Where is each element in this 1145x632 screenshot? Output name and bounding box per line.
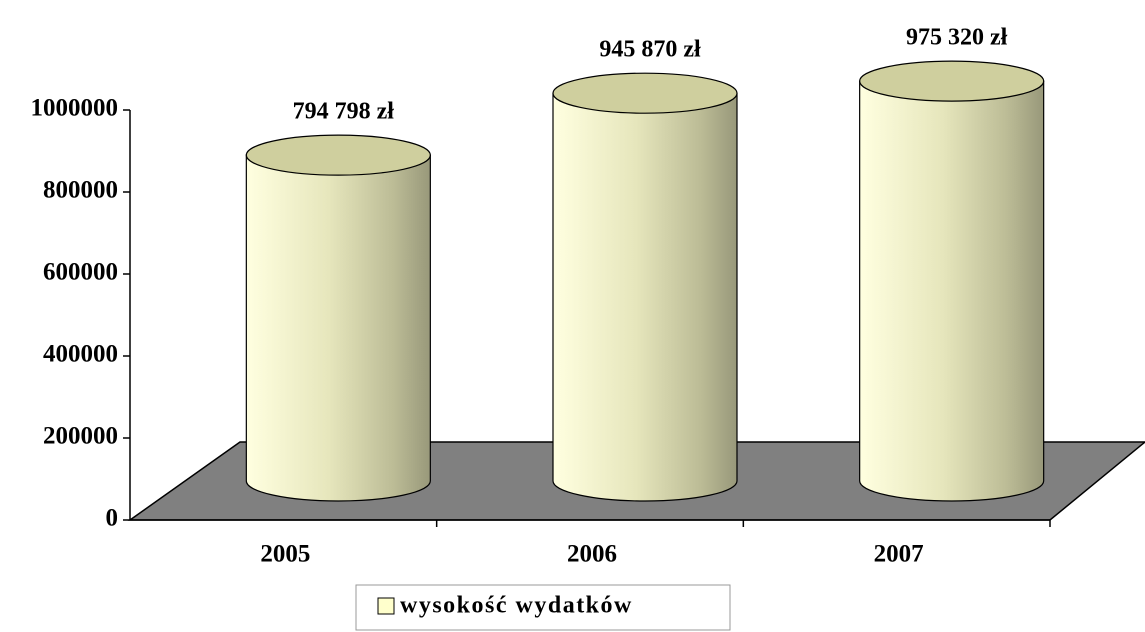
cylinder-top [245, 134, 431, 176]
legend-box [355, 584, 731, 631]
value-label: 794 798 zł [293, 99, 395, 125]
y-tick-label: 800000 [43, 177, 118, 204]
y-tick-label: 200000 [43, 423, 118, 450]
cylinder-top [552, 72, 738, 114]
x-tick-label: 2005 [260, 541, 310, 568]
y-tick-label: 0 [106, 505, 119, 532]
y-tick-label: 1000000 [31, 95, 119, 122]
cylinder [245, 154, 431, 502]
cylinder [859, 80, 1045, 502]
legend: wysokość wydatków [355, 584, 731, 631]
y-tick-label: 600000 [43, 259, 118, 286]
cylinder-top [859, 60, 1045, 102]
x-tick-label: 2007 [874, 541, 924, 568]
x-tick-label: 2006 [567, 541, 617, 568]
legend-label: wysokość wydatków [400, 593, 633, 619]
value-label: 945 870 zł [599, 37, 701, 63]
cylinder [552, 92, 738, 502]
legend-swatch [377, 597, 395, 615]
y-tick-label: 400000 [43, 341, 118, 368]
value-label: 975 320 zł [906, 25, 1008, 51]
